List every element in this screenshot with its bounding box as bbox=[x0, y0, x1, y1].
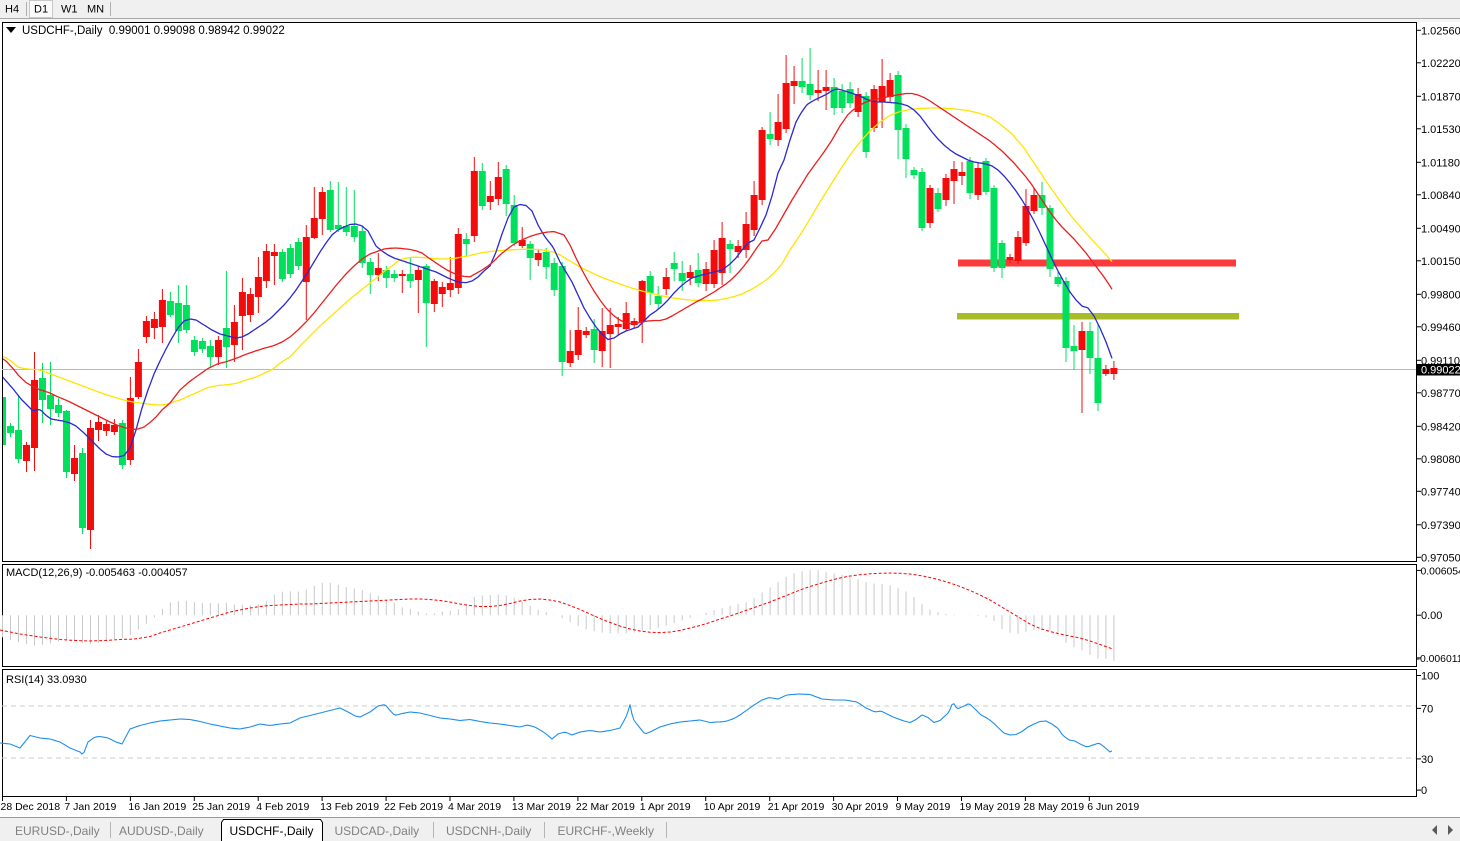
svg-text:25 Jan 2019: 25 Jan 2019 bbox=[192, 801, 250, 813]
svg-text:D1: D1 bbox=[34, 4, 48, 16]
svg-text:9 May 2019: 9 May 2019 bbox=[896, 801, 951, 813]
svg-text:1.02560: 1.02560 bbox=[1421, 25, 1460, 37]
svg-text:0.97050: 0.97050 bbox=[1421, 552, 1460, 564]
svg-text:1.01180: 1.01180 bbox=[1421, 157, 1460, 169]
svg-text:28 Dec 2018: 28 Dec 2018 bbox=[1, 801, 61, 813]
svg-text:6 Jun 2019: 6 Jun 2019 bbox=[1087, 801, 1139, 813]
svg-text:USDCHF-,Daily 0.99001 0.99098: USDCHF-,Daily 0.99001 0.99098 0.98942 0.… bbox=[22, 25, 285, 37]
svg-text:22 Mar 2019: 22 Mar 2019 bbox=[576, 801, 635, 813]
svg-text:28 May 2019: 28 May 2019 bbox=[1023, 801, 1084, 813]
svg-text:EURUSD-,Daily: EURUSD-,Daily bbox=[15, 824, 100, 838]
svg-text:1.00490: 1.00490 bbox=[1421, 223, 1460, 235]
svg-text:4 Feb 2019: 4 Feb 2019 bbox=[256, 801, 309, 813]
svg-text:0.99800: 0.99800 bbox=[1421, 289, 1460, 301]
svg-text:USDCAD-,Daily: USDCAD-,Daily bbox=[335, 824, 420, 838]
svg-text:4 Mar 2019: 4 Mar 2019 bbox=[448, 801, 501, 813]
svg-text:0.00: 0.00 bbox=[1421, 610, 1442, 622]
svg-text:0.006054: 0.006054 bbox=[1421, 566, 1460, 577]
svg-text:USDCNH-,Daily: USDCNH-,Daily bbox=[446, 824, 531, 838]
svg-text:13 Mar 2019: 13 Mar 2019 bbox=[512, 801, 571, 813]
svg-text:1 Apr 2019: 1 Apr 2019 bbox=[640, 801, 691, 813]
svg-text:W1: W1 bbox=[61, 4, 78, 16]
svg-text:1.01530: 1.01530 bbox=[1421, 124, 1460, 136]
svg-text:0.98770: 0.98770 bbox=[1421, 388, 1460, 400]
svg-text:0.98080: 0.98080 bbox=[1421, 454, 1460, 466]
svg-text:1.02220: 1.02220 bbox=[1421, 58, 1460, 70]
svg-text:1.00840: 1.00840 bbox=[1421, 190, 1460, 202]
svg-text:MN: MN bbox=[87, 4, 104, 16]
svg-text:30 Apr 2019: 30 Apr 2019 bbox=[832, 801, 889, 813]
svg-text:16 Jan 2019: 16 Jan 2019 bbox=[128, 801, 186, 813]
svg-text:RSI(14) 33.0930: RSI(14) 33.0930 bbox=[6, 674, 87, 686]
svg-text:0: 0 bbox=[1421, 785, 1427, 797]
svg-text:7 Jan 2019: 7 Jan 2019 bbox=[64, 801, 116, 813]
svg-text:-0.006011: -0.006011 bbox=[1417, 654, 1460, 665]
svg-text:0.99460: 0.99460 bbox=[1421, 322, 1460, 334]
svg-text:0.97740: 0.97740 bbox=[1421, 486, 1460, 498]
svg-text:MACD(12,26,9) -0.005463 -0.004: MACD(12,26,9) -0.005463 -0.004057 bbox=[6, 567, 188, 579]
svg-text:0.98420: 0.98420 bbox=[1421, 421, 1460, 433]
svg-text:10 Apr 2019: 10 Apr 2019 bbox=[704, 801, 761, 813]
svg-text:22 Feb 2019: 22 Feb 2019 bbox=[384, 801, 443, 813]
svg-text:0.99022: 0.99022 bbox=[1421, 365, 1460, 377]
svg-text:21 Apr 2019: 21 Apr 2019 bbox=[768, 801, 825, 813]
svg-text:EURCHF-,Weekly: EURCHF-,Weekly bbox=[558, 824, 654, 838]
svg-text:70: 70 bbox=[1421, 703, 1433, 715]
svg-text:100: 100 bbox=[1421, 671, 1439, 683]
svg-text:USDCHF-,Daily: USDCHF-,Daily bbox=[230, 824, 314, 838]
svg-text:0.97390: 0.97390 bbox=[1421, 520, 1460, 532]
svg-text:AUDUSD-,Daily: AUDUSD-,Daily bbox=[119, 824, 204, 838]
svg-text:1.01870: 1.01870 bbox=[1421, 91, 1460, 103]
svg-text:1.00150: 1.00150 bbox=[1421, 256, 1460, 268]
svg-text:H4: H4 bbox=[5, 4, 19, 16]
svg-text:13 Feb 2019: 13 Feb 2019 bbox=[320, 801, 379, 813]
svg-text:19 May 2019: 19 May 2019 bbox=[960, 801, 1021, 813]
svg-text:30: 30 bbox=[1421, 754, 1433, 766]
